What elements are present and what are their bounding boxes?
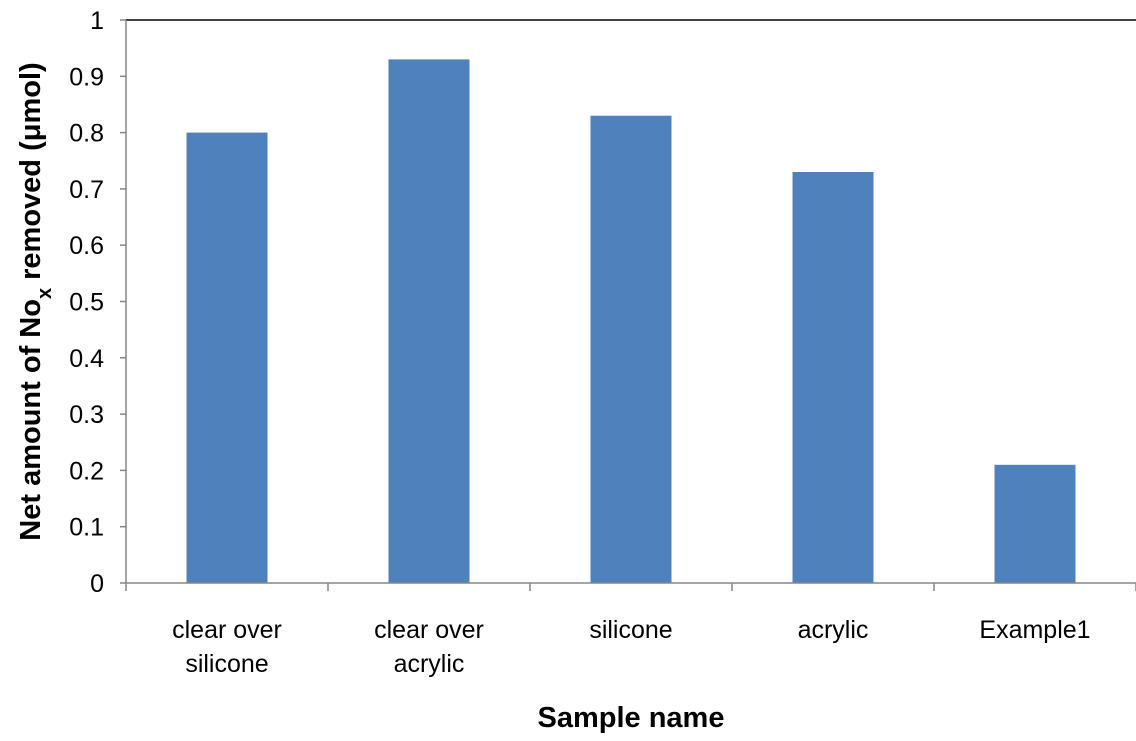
bar-4 <box>994 464 1076 583</box>
y-tick-label-8: 0.8 <box>69 120 104 148</box>
bar-2 <box>590 115 672 583</box>
x-category-label-3-line-0: acrylic <box>798 616 869 644</box>
x-axis-title: Sample name <box>538 702 725 734</box>
y-tick-label-3: 0.3 <box>69 401 104 429</box>
x-category-label-4-line-0: Example1 <box>979 616 1090 644</box>
x-category-label-1-line-0: clear over <box>374 616 484 644</box>
y-tick-label-1: 0.1 <box>69 514 104 542</box>
y-ticks-layer: 0 0.1 0.2 0.3 0.4 0.5 0.6 0.7 0.8 0.9 1 <box>69 7 126 598</box>
y-tick-label-10: 1 <box>90 7 104 35</box>
y-tick-label-4: 0.4 <box>69 345 104 373</box>
y-tick-label-5: 0.5 <box>69 289 104 317</box>
bar-3 <box>792 172 874 583</box>
x-category-label-2-line-0: silicone <box>589 616 672 644</box>
x-ticks-layer: clear over silicone clear over acrylic silic… <box>125 583 1136 678</box>
y-tick-label-0: 0 <box>90 570 104 598</box>
bar-1 <box>388 59 470 583</box>
y-axis-title-rest: removed (μmol) <box>15 62 47 288</box>
x-category-label-1-line-1: acrylic <box>394 650 465 678</box>
bars-layer <box>186 59 1076 583</box>
y-axis-title-subscript: x <box>34 288 56 299</box>
x-category-label-0-line-0: clear over <box>172 616 282 644</box>
bar-0 <box>186 132 268 583</box>
y-axis-title-main: Net amount of No <box>15 299 47 541</box>
y-axis-title: Net amount of Nox removed (μmol) <box>15 62 56 540</box>
x-category-label-0-line-1: silicone <box>185 650 268 678</box>
y-tick-label-9: 0.9 <box>69 63 104 91</box>
y-tick-label-7: 0.7 <box>69 176 104 204</box>
y-tick-label-6: 0.6 <box>69 232 104 260</box>
y-tick-label-2: 0.2 <box>69 457 104 485</box>
